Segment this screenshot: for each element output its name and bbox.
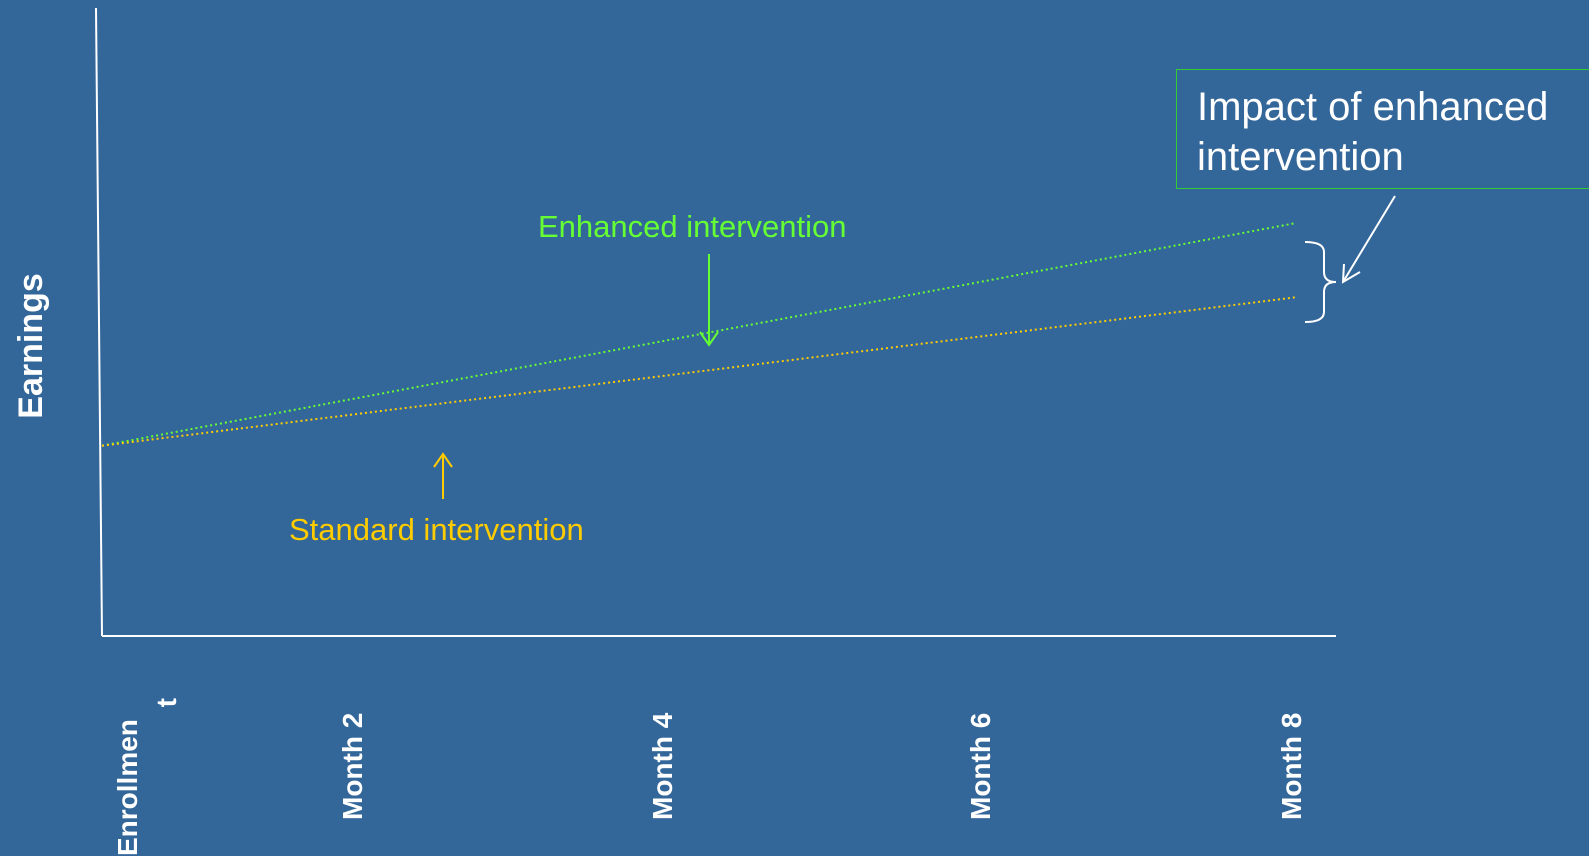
tick-label-month-6: Month 6 <box>965 713 996 820</box>
series-line-enhanced <box>101 222 1297 447</box>
y-axis-line <box>95 7 103 637</box>
standard-pointer-arrow <box>433 452 453 499</box>
impact-brace <box>1304 241 1337 323</box>
tick-label-month-4: Month 4 <box>647 712 678 820</box>
impact-callout-line-2: intervention <box>1197 135 1404 179</box>
series-label-standard: Standard intervention <box>289 512 584 547</box>
impact-callout-arrow <box>1341 195 1396 284</box>
series-label-enhanced: Enhanced intervention <box>538 209 847 244</box>
impact-callout-line-1: Impact of enhanced <box>1197 85 1549 129</box>
series-line-standard <box>101 296 1297 447</box>
tick-label-month-8: Month 8 <box>1276 713 1307 820</box>
impact-callout-box: Impact of enhanced intervention <box>1176 69 1589 189</box>
y-axis-title: Earnings <box>12 273 50 418</box>
enhanced-pointer-arrow <box>699 254 719 347</box>
tick-label-month-2: Month 2 <box>337 713 368 820</box>
tick-label-enrollment-wrap: t <box>151 698 182 707</box>
tick-label-enrollment: Enrollmen <box>112 719 143 856</box>
